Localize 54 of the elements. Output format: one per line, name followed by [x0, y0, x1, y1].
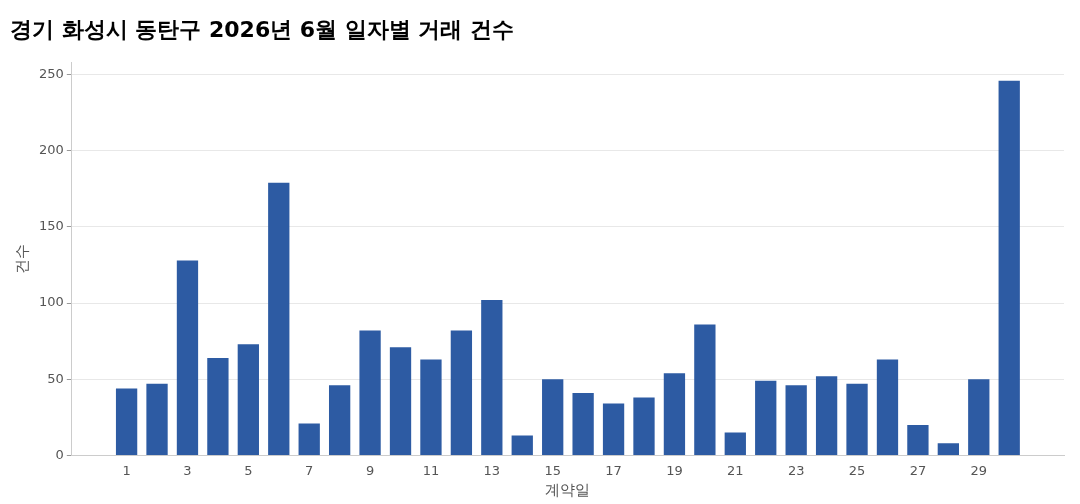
x-tick-label: 29 [970, 462, 988, 478]
bar [298, 423, 320, 455]
bar [785, 385, 807, 455]
bar [815, 376, 838, 455]
bar [998, 80, 1020, 455]
bar [328, 385, 351, 455]
bar [115, 388, 138, 455]
x-axis-title: 계약일 [545, 480, 591, 499]
x-tick-label: 5 [244, 462, 253, 478]
y-tick-label: 200 [38, 142, 64, 158]
bar [511, 435, 533, 455]
y-axis-title: 건수 [12, 243, 31, 274]
bar [146, 383, 168, 455]
y-tick-label: 0 [55, 446, 64, 462]
bar [663, 373, 686, 455]
bar [481, 300, 503, 455]
bar [450, 330, 473, 455]
bar [207, 357, 229, 455]
x-tick-label: 11 [422, 462, 440, 478]
bar [602, 403, 625, 455]
x-tick-label: 21 [727, 462, 744, 478]
bar [176, 260, 199, 455]
x-tick-label: 27 [909, 462, 927, 478]
bar [724, 432, 746, 455]
bar [237, 344, 259, 455]
chart-title: 경기 화성시 동탄구 2026년 6월 일자별 거래 건수 [10, 16, 515, 42]
bar [572, 392, 594, 455]
bar [876, 359, 899, 455]
x-tick-label: 19 [666, 462, 683, 478]
bar [907, 424, 929, 455]
bar [968, 379, 990, 455]
x-tick-label: 17 [605, 462, 622, 478]
x-tick-label: 9 [365, 462, 375, 478]
x-tick-label: 15 [544, 462, 561, 478]
x-tick-label: 25 [848, 462, 866, 478]
y-tick-label: 100 [38, 294, 64, 310]
bar [420, 359, 442, 455]
bar [268, 182, 290, 455]
bar [755, 380, 777, 455]
bar [359, 330, 381, 455]
bar [694, 324, 716, 455]
y-tick-label: 250 [38, 65, 64, 81]
x-tick-label: 13 [483, 462, 501, 478]
y-tick-label: 150 [38, 218, 64, 234]
y-tick-label: 50 [47, 370, 64, 386]
x-tick-label: 7 [305, 462, 314, 478]
bar [846, 383, 868, 455]
bar [389, 347, 412, 455]
x-tick-label: 3 [183, 462, 192, 478]
x-tick-label: 1 [122, 462, 131, 478]
bar [633, 397, 655, 455]
bar [937, 443, 959, 455]
x-tick-label: 23 [787, 462, 805, 478]
bar [542, 379, 564, 455]
